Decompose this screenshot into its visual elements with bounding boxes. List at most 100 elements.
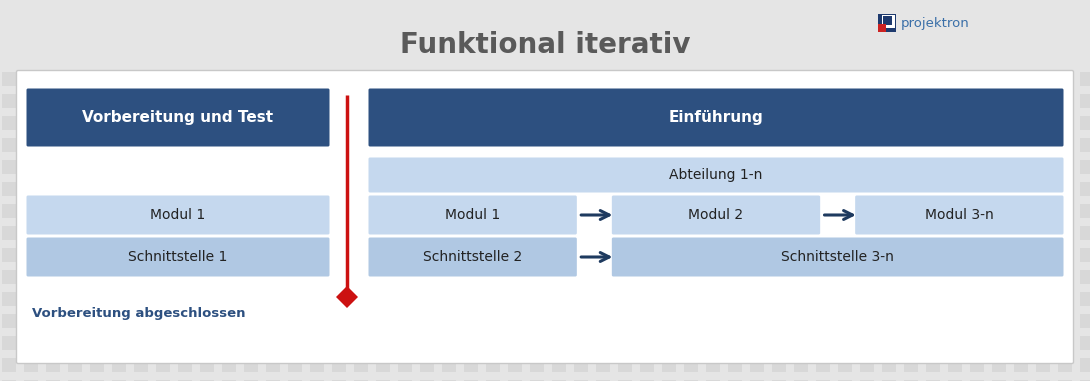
Bar: [948, 182, 962, 196]
Bar: [90, 160, 104, 174]
Bar: [794, 248, 808, 262]
Bar: [24, 248, 38, 262]
Bar: [728, 138, 742, 152]
Bar: [662, 160, 676, 174]
Bar: [354, 380, 368, 381]
Bar: [816, 358, 829, 372]
Bar: [68, 336, 82, 350]
Bar: [266, 292, 280, 306]
Bar: [816, 94, 829, 108]
Bar: [1058, 248, 1071, 262]
Bar: [706, 314, 720, 328]
Bar: [443, 138, 456, 152]
Bar: [1036, 182, 1050, 196]
Bar: [222, 182, 237, 196]
Bar: [508, 314, 522, 328]
Text: Abteilung 1-n: Abteilung 1-n: [669, 168, 763, 182]
Bar: [1080, 314, 1090, 328]
Bar: [728, 226, 742, 240]
Bar: [464, 160, 479, 174]
Bar: [728, 116, 742, 130]
FancyBboxPatch shape: [368, 157, 1064, 192]
Bar: [2, 72, 16, 86]
Bar: [376, 72, 390, 86]
Bar: [156, 204, 170, 218]
Bar: [68, 248, 82, 262]
Bar: [508, 292, 522, 306]
Bar: [860, 226, 874, 240]
Bar: [883, 16, 892, 25]
Bar: [926, 248, 940, 262]
Bar: [838, 116, 852, 130]
Bar: [904, 94, 918, 108]
Bar: [904, 226, 918, 240]
Bar: [134, 182, 148, 196]
Bar: [332, 270, 346, 284]
Bar: [574, 94, 588, 108]
Bar: [178, 292, 192, 306]
Bar: [46, 94, 60, 108]
Bar: [1036, 314, 1050, 328]
Bar: [354, 248, 368, 262]
Bar: [332, 72, 346, 86]
Bar: [1014, 314, 1028, 328]
Bar: [1036, 72, 1050, 86]
Bar: [728, 182, 742, 196]
Bar: [46, 116, 60, 130]
Bar: [178, 336, 192, 350]
Bar: [882, 116, 896, 130]
Bar: [882, 270, 896, 284]
Bar: [310, 358, 324, 372]
Bar: [46, 226, 60, 240]
Bar: [1058, 380, 1071, 381]
Bar: [904, 116, 918, 130]
Bar: [1058, 94, 1071, 108]
Bar: [640, 94, 654, 108]
Bar: [640, 270, 654, 284]
Bar: [288, 292, 302, 306]
Bar: [112, 358, 126, 372]
Bar: [772, 380, 786, 381]
Bar: [420, 138, 434, 152]
Bar: [156, 292, 170, 306]
Bar: [685, 116, 698, 130]
Bar: [926, 292, 940, 306]
Bar: [376, 336, 390, 350]
Bar: [992, 116, 1006, 130]
Bar: [24, 292, 38, 306]
Bar: [112, 204, 126, 218]
Bar: [90, 248, 104, 262]
Bar: [2, 204, 16, 218]
Bar: [574, 160, 588, 174]
Bar: [222, 380, 237, 381]
Bar: [2, 116, 16, 130]
Bar: [2, 314, 16, 328]
Bar: [662, 204, 676, 218]
Bar: [398, 358, 412, 372]
Bar: [486, 138, 500, 152]
Bar: [46, 160, 60, 174]
Bar: [156, 358, 170, 372]
Bar: [640, 138, 654, 152]
Bar: [574, 292, 588, 306]
Bar: [926, 160, 940, 174]
Bar: [46, 138, 60, 152]
Text: Modul 2: Modul 2: [689, 208, 743, 222]
Bar: [354, 292, 368, 306]
Bar: [772, 270, 786, 284]
Bar: [222, 336, 237, 350]
Bar: [464, 94, 479, 108]
Bar: [882, 72, 896, 86]
Bar: [420, 72, 434, 86]
Bar: [1080, 160, 1090, 174]
FancyBboxPatch shape: [26, 195, 329, 234]
Bar: [443, 116, 456, 130]
Bar: [685, 270, 698, 284]
Bar: [134, 336, 148, 350]
Bar: [816, 116, 829, 130]
Bar: [596, 248, 610, 262]
Bar: [816, 72, 829, 86]
Bar: [90, 270, 104, 284]
Bar: [750, 336, 764, 350]
Bar: [266, 226, 280, 240]
